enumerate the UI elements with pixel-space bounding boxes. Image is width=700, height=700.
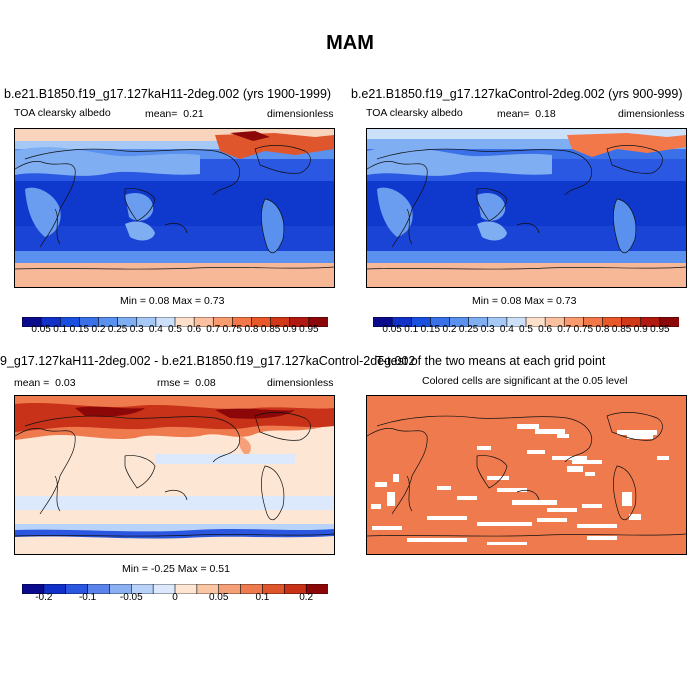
panel2-mean: mean= 0.18: [497, 108, 556, 120]
colorbar-tick-label: 0.25: [107, 324, 128, 335]
colorbar-tick-label: 0.95: [299, 324, 319, 335]
colorbar-tick-label: 0.9: [633, 324, 648, 335]
colorbar-tick-label: 0.4: [148, 324, 163, 335]
colorbar-tick-label: 0.75: [573, 324, 594, 335]
colorbar-tick-label: 0.2: [442, 324, 457, 335]
panel2-minmax: Min = 0.08 Max = 0.73: [472, 295, 577, 307]
panel1-mean-value: 0.21: [183, 108, 204, 120]
colorbar-tick-label: -0.05: [119, 592, 143, 603]
colorbar-tick-label: 0.1: [404, 324, 419, 335]
colorbar-tick-label: 0.4: [499, 324, 514, 335]
figure-title: MAM: [326, 32, 374, 54]
panel2-units: dimensionless: [618, 108, 685, 120]
colorbar-tick-label: 0.1: [53, 324, 68, 335]
colorbar-tick-label: 0.6: [187, 324, 202, 335]
panel1-minmax: Min = 0.08 Max = 0.73: [120, 295, 225, 307]
panel4-title: T-test of the two means at each grid poi…: [376, 354, 606, 368]
panel2-mean-label: mean=: [497, 108, 530, 120]
colorbar-tick-label: 0.5: [168, 324, 182, 335]
panel3-rmse-label: rmse =: [157, 377, 190, 389]
panel4-ttest-map: [366, 395, 687, 555]
panel1-units: dimensionless: [267, 108, 334, 120]
panel3-mean-value: 0.03: [55, 377, 76, 389]
panel4-map-graphic: [367, 396, 686, 554]
colorbar-tick-label: 0.7: [206, 324, 221, 335]
panel1-colorbar: [21, 314, 329, 328]
panel1-mean-label: mean=: [145, 108, 178, 120]
panel2-case-title: b.e21.B1850.f19_g17.127kaControl-2deg.00…: [351, 87, 683, 101]
colorbar-tick-label: 0.8: [244, 324, 259, 335]
colorbar-tick-label: 0.7: [557, 324, 572, 335]
colorbar-tick-label: 0.5: [519, 324, 533, 335]
colorbar-tick-label: 0.05: [382, 324, 402, 335]
colorbar-tick-label: 0.05: [31, 324, 51, 335]
panel3-minmax: Min = -0.25 Max = 0.51: [122, 563, 230, 575]
colorbar-tick-label: 0.9: [282, 324, 297, 335]
panel1-colorbar-labels: 0.05 0.1 0.15 0.2 0.25 0.3 0.4 0.5 0.6 0.7 0.75 0.8…: [22, 324, 328, 338]
colorbar-tick-label: -0.2: [35, 592, 53, 603]
panel3-colorbar-graphic: [21, 583, 329, 595]
colorbar-tick-label: 0.1: [255, 592, 270, 603]
panel3-colorbar: [21, 581, 329, 595]
panel1-map-graphic: [15, 129, 334, 287]
colorbar-tick-label: 0.15: [69, 324, 90, 335]
panel2-colorbar: [372, 314, 680, 328]
panel2-mean-value: 0.18: [535, 108, 556, 120]
panel1-case-title: b.e21.B1850.f19_g17.127kaH11-2deg.002 (y…: [4, 87, 332, 101]
panel3-units: dimensionless: [267, 377, 334, 389]
panel2-map-graphic: [367, 129, 686, 287]
panel3-map-graphic: [15, 396, 334, 554]
panel1-variable: TOA clearsky albedo: [14, 107, 111, 119]
panel3-difference-map: [14, 395, 335, 555]
panel4-subtitle: Colored cells are significant at the 0.0…: [422, 375, 628, 387]
panel1-albedo-map: [14, 128, 335, 288]
colorbar-tick-label: -0.1: [78, 592, 97, 603]
colorbar-tick-label: 0.3: [480, 324, 495, 335]
panel1-mean: mean= 0.21: [145, 108, 204, 120]
panel3-rmse-value: 0.08: [195, 377, 216, 389]
panel2-albedo-map: [366, 128, 687, 288]
panel2-colorbar-labels: 0.05 0.1 0.15 0.2 0.25 0.3 0.4 0.5 0.6 0.7 0.75 0.8…: [373, 324, 679, 338]
panel2-variable: TOA clearsky albedo: [366, 107, 463, 119]
panel3-rmse: rmse = 0.08: [157, 377, 216, 389]
colorbar-tick-label: 0.25: [458, 324, 479, 335]
colorbar-tick-label: 0.8: [595, 324, 610, 335]
colorbar-tick-label: 0.15: [420, 324, 441, 335]
panel3-mean: mean = 0.03: [14, 377, 76, 389]
colorbar-tick-label: 0.3: [129, 324, 144, 335]
colorbar-tick-label: 0.05: [208, 592, 229, 603]
panel1-colorbar-graphic: [21, 316, 329, 328]
colorbar-tick-label: 0.95: [650, 324, 670, 335]
colorbar-tick-label: 0.2: [91, 324, 106, 335]
colorbar-tick-label: 0.85: [611, 324, 632, 335]
colorbar-tick-label: 0.75: [222, 324, 243, 335]
panel3-mean-label: mean =: [14, 377, 50, 389]
colorbar-tick-label: 0.2: [299, 592, 314, 603]
colorbar-tick-label: 0: [172, 592, 178, 603]
colorbar-tick-label: 0.6: [538, 324, 553, 335]
panel3-colorbar-labels: -0.2 -0.1 -0.05 0 0.05 0.1 0.2: [22, 592, 328, 606]
panel3-case-title: 9_g17.127kaH11-2deg.002 - b.e21.B1850.f1…: [0, 354, 416, 368]
colorbar-tick-label: 0.85: [260, 324, 281, 335]
